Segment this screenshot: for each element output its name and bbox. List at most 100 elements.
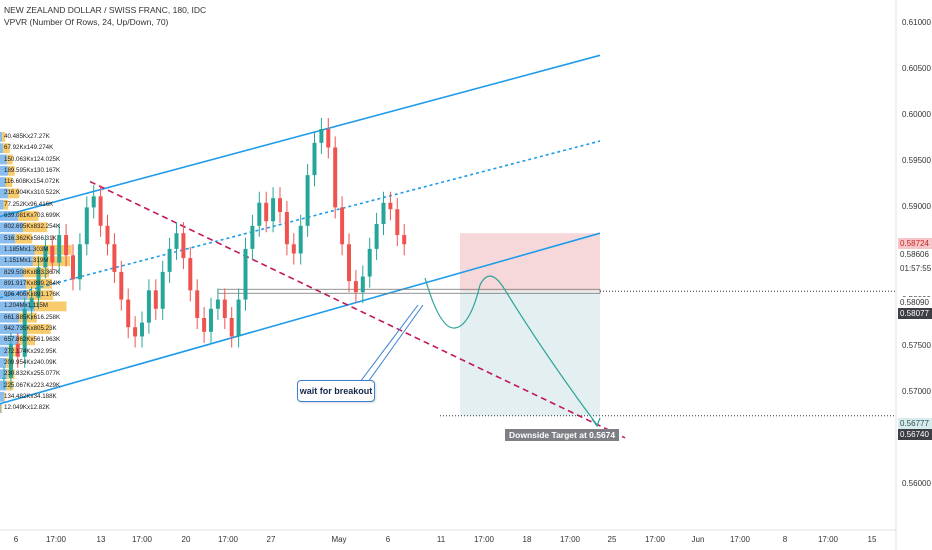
candle-body [236, 299, 241, 337]
channel-mid-line [0, 140, 601, 299]
candle-body [250, 225, 255, 249]
y-tick-label: 0.61000 [902, 18, 931, 28]
candle-body [119, 271, 124, 300]
x-tick-label: 17:00 [644, 535, 666, 544]
volume-bar-up [0, 211, 19, 221]
volume-row-label: 1.185Mx1.303M [4, 245, 49, 253]
volume-row-label: 661.885Kx616.258K [4, 313, 61, 321]
volume-row-label: 802.695Kx832.254K [4, 223, 61, 231]
candle-body [71, 255, 75, 280]
candle-body [326, 129, 331, 148]
x-tick-label: 8 [782, 535, 788, 544]
volume-bar-up [0, 369, 7, 380]
symbol-title[interactable]: NEW ZEALAND DOLLAR / SWISS FRANC, 180, I… [4, 5, 207, 15]
volume-bar-up [0, 380, 7, 391]
volume-bar-up [0, 312, 20, 323]
candle-body [333, 147, 338, 208]
y-tick-label: 0.56000 [902, 478, 931, 488]
candle-body [2, 377, 6, 379]
candle-body [160, 271, 165, 309]
volume-bar-down [1, 403, 3, 413]
volume-bar-down [18, 335, 35, 346]
x-tick-label: 17:00 [729, 535, 751, 544]
candle-body [395, 209, 400, 236]
volume-row-label: 77.252Kx96.416K [4, 200, 54, 208]
volume-bar-up [0, 267, 24, 278]
candle-body [36, 267, 41, 298]
x-tick-label: 25 [607, 535, 617, 544]
volume-bar-up [0, 290, 28, 300]
candle-body [353, 281, 358, 293]
x-tick-label: 27 [266, 535, 276, 544]
volume-bar-down [18, 211, 39, 221]
target-label[interactable]: Downside Target at 0.5674 [505, 429, 620, 441]
downtrend-line [89, 180, 626, 439]
price-tag: 0.58077 [898, 308, 932, 319]
candle-body [222, 299, 227, 318]
x-tick-label: 17:00 [131, 535, 153, 544]
candle-body [215, 299, 220, 309]
volume-bar-up [0, 177, 6, 187]
candle-body [367, 248, 372, 277]
volume-bar-up [0, 346, 9, 357]
volume-row-label: 209.954Kx240.09K [4, 358, 57, 366]
volume-bar-up [0, 165, 9, 176]
volume-bar-down [15, 233, 33, 244]
candle-body [271, 198, 276, 222]
volume-bar-down [23, 222, 48, 233]
y-tick-label: 0.60500 [902, 64, 931, 74]
volume-row-label: 225.067Kx223.429K [4, 381, 61, 389]
volume-row-label: 134.482Kx34.188K [4, 392, 57, 400]
volume-bar-up [0, 358, 7, 368]
candle-body [202, 318, 207, 332]
candle-body [319, 129, 324, 143]
volume-bar-down [34, 301, 67, 312]
volume-bar-up [0, 233, 16, 244]
volume-bar-up [0, 199, 4, 210]
volume-bar-down [5, 177, 13, 187]
volume-bar-down [2, 132, 6, 142]
candle-body [243, 248, 248, 300]
price-tag: 0.58606 [898, 249, 932, 260]
target-zone [460, 291, 600, 416]
projection-path [424, 275, 598, 426]
candle-body [257, 202, 262, 226]
projection-arrowhead [591, 417, 601, 428]
candle-body [112, 244, 117, 272]
candle-body [347, 244, 351, 282]
volume-bar-down [6, 380, 14, 391]
volume-row-label: 189.595Kx130.167K [4, 166, 61, 174]
volume-profile-labels: 40.485Kx27.27K 67.92Kx149.274K 150.063Kx12… [4, 131, 84, 413]
volume-bar-up [0, 188, 9, 199]
candle-body [381, 202, 386, 224]
volume-bar-down [6, 154, 13, 165]
x-tick-label: 15 [867, 535, 877, 544]
y-tick-label: 0.60000 [902, 110, 931, 120]
candle-body [15, 343, 20, 357]
candle-body [209, 308, 213, 332]
candle-body [77, 244, 82, 280]
x-tick-label: 20 [181, 535, 191, 544]
volume-row-label: 150.063Kx124.025K [4, 155, 61, 163]
volume-bar-up [0, 278, 26, 289]
candle-body [105, 225, 110, 245]
candle-body [388, 202, 393, 210]
volume-row-label: 1.151Mx1.319M [4, 257, 49, 265]
candle-body [98, 196, 103, 226]
candle-body [340, 207, 345, 245]
x-tick-label: Jun [691, 535, 705, 544]
volume-bar-up [0, 256, 33, 267]
volume-bar-up [0, 222, 24, 233]
x-tick-label: 18 [522, 535, 532, 544]
candle-body [84, 207, 89, 245]
candle-body [146, 290, 151, 323]
price-tag: 0.56740 [898, 429, 932, 440]
volume-bar-down [27, 324, 51, 334]
indicator-title[interactable]: VPVR (Number Of Rows, 24, Up/Down, 70) [4, 17, 169, 27]
annotation-callout[interactable]: wait for breakout [297, 380, 375, 402]
candle-body [153, 290, 158, 309]
y-tick-label: 0.57500 [902, 340, 931, 350]
volume-row-label: 891.917Kx899.264K [4, 279, 61, 287]
annotation-pointer [367, 304, 424, 383]
